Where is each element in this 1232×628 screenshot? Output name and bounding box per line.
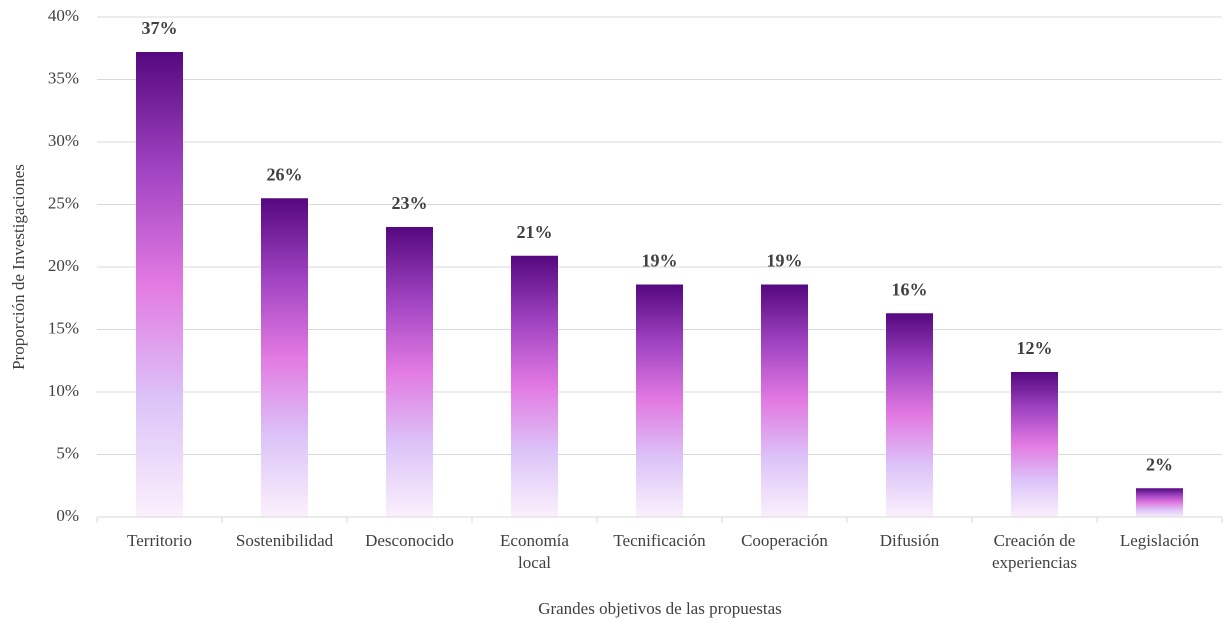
bar [1011,372,1058,517]
bar [761,284,808,517]
data-label: 19% [642,251,678,271]
bar [636,284,683,517]
x-axis-title: Grandes objetivos de las propuestas [538,599,782,618]
x-tick-label: Sostenibilidad [236,531,334,550]
x-tick-label: Creación de experiencias [992,531,1077,572]
x-tick-label: Desconocido [365,531,454,550]
x-tick-label: Difusión [880,531,940,550]
y-tick-label: 35% [48,68,79,87]
data-label: 37% [142,18,178,38]
data-label: 12% [1017,338,1053,358]
x-tick-label: Cooperación [741,531,828,550]
bar [386,227,433,517]
y-tick-label: 5% [56,443,79,462]
bar [261,198,308,517]
x-tick-label: Territorio [127,531,192,550]
y-tick-label: 10% [48,381,79,400]
x-tick-label: Legislación [1120,531,1200,550]
y-tick-label: 20% [48,256,79,275]
x-tick-label: Economía local [500,531,569,572]
data-label: 21% [517,222,553,242]
bar [511,255,558,517]
y-tick-label: 40% [48,6,79,25]
data-label: 26% [267,164,303,184]
bar [1136,488,1183,517]
bar [886,313,933,517]
y-axis-title: Proporción de Investigaciones [9,164,28,370]
y-tick-label: 30% [48,131,79,150]
y-tick-label: 15% [48,318,79,337]
data-label: 23% [392,193,428,213]
data-label: 2% [1146,454,1173,474]
data-label: 19% [767,251,803,271]
x-tick-label-line: Economía [500,531,569,550]
x-tick-label-line: local [518,553,551,572]
x-tick-label: Tecnificación [613,531,706,550]
y-tick-label: 25% [48,193,79,212]
data-label: 16% [892,279,928,299]
x-tick-label-line: Creación de [994,531,1076,550]
x-tick-label-line: experiencias [992,553,1077,572]
y-tick-label: 0% [56,506,79,525]
bar [136,52,183,517]
